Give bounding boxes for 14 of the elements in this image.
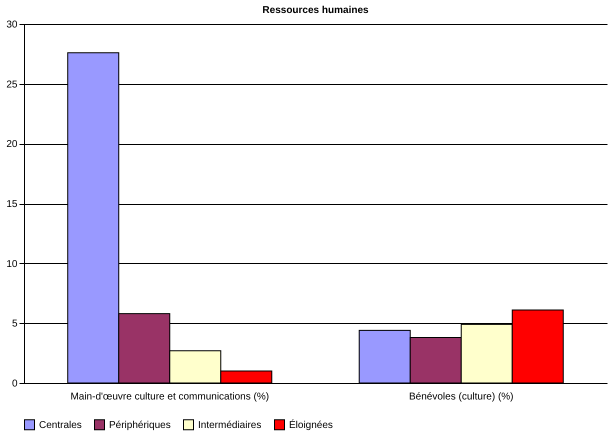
legend-label: Centrales	[39, 420, 82, 431]
y-tick-label: 30	[6, 20, 18, 30]
y-tick-label: 15	[6, 199, 18, 210]
chart-title: Ressources humaines	[262, 5, 370, 16]
y-tick-label: 10	[6, 258, 18, 270]
legend-label: Intermédiaires	[198, 420, 262, 431]
x-tick-label: Bénévoles (culture) (%)	[409, 392, 514, 402]
legend-label: Périphériques	[109, 420, 171, 431]
y-tick-label: 20	[6, 139, 18, 150]
y-tick-label: 5	[12, 318, 18, 330]
legend-label: Éloignées	[289, 418, 333, 431]
y-tick-label: 0	[12, 378, 18, 390]
y-tick-label: 25	[6, 79, 18, 90]
x-tick-label: Main-d'œuvre culture et communications (%)	[70, 392, 270, 402]
